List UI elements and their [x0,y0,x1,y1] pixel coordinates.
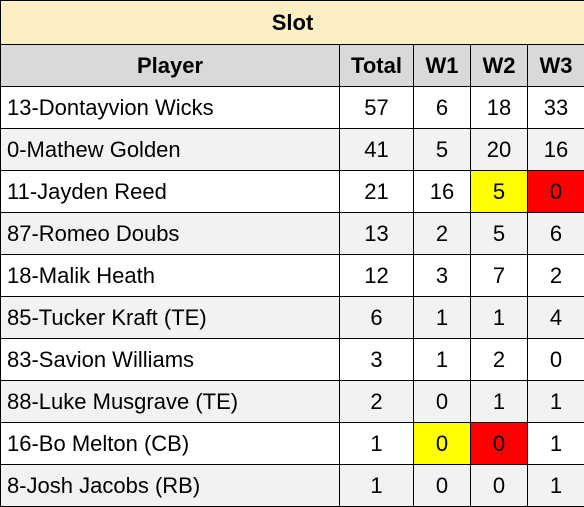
w3-cell: 1 [528,423,584,465]
w2-cell: 1 [471,297,528,339]
w2-cell: 20 [471,129,528,171]
w2-cell: 7 [471,255,528,297]
w1-cell: 1 [414,339,471,381]
w3-cell: 0 [528,339,584,381]
w1-cell: 3 [414,255,471,297]
total-cell: 2 [340,381,414,423]
table-row: 16-Bo Melton (CB) 1 0 0 1 [1,423,584,465]
player-cell: 85-Tucker Kraft (TE) [1,297,340,339]
w1-cell-highlighted-yellow: 0 [414,423,471,465]
total-cell: 12 [340,255,414,297]
w3-cell: 1 [528,381,584,423]
w1-cell: 5 [414,129,471,171]
player-cell: 18-Malik Heath [1,255,340,297]
player-cell: 13-Dontayvion Wicks [1,87,340,129]
w1-cell: 0 [414,381,471,423]
table-title: Slot [1,1,584,45]
header-row: Player Total W1 W2 W3 [1,45,584,87]
w1-cell: 2 [414,213,471,255]
w1-cell: 6 [414,87,471,129]
total-cell: 6 [340,297,414,339]
player-cell: 11-Jayden Reed [1,171,340,213]
table-row: 18-Malik Heath 12 3 7 2 [1,255,584,297]
column-header-w1: W1 [414,45,471,87]
title-row: Slot [1,1,584,45]
total-cell: 21 [340,171,414,213]
w3-cell: 6 [528,213,584,255]
w3-cell: 33 [528,87,584,129]
w1-cell: 0 [414,465,471,507]
w1-cell: 1 [414,297,471,339]
w3-cell: 2 [528,255,584,297]
table-row: 0-Mathew Golden 41 5 20 16 [1,129,584,171]
total-cell: 41 [340,129,414,171]
w3-cell: 1 [528,465,584,507]
w2-cell: 5 [471,213,528,255]
table-row: 13-Dontayvion Wicks 57 6 18 33 [1,87,584,129]
w2-cell: 0 [471,465,528,507]
w2-cell: 18 [471,87,528,129]
w2-cell-highlighted-yellow: 5 [471,171,528,213]
table-row: 87-Romeo Doubs 13 2 5 6 [1,213,584,255]
player-cell: 88-Luke Musgrave (TE) [1,381,340,423]
total-cell: 1 [340,423,414,465]
table-row: 83-Savion Williams 3 1 2 0 [1,339,584,381]
total-cell: 57 [340,87,414,129]
w2-cell-highlighted-red: 0 [471,423,528,465]
w2-cell: 1 [471,381,528,423]
column-header-player: Player [1,45,340,87]
w3-cell-highlighted-red: 0 [528,171,584,213]
player-cell: 87-Romeo Doubs [1,213,340,255]
player-cell: 83-Savion Williams [1,339,340,381]
table-row: 8-Josh Jacobs (RB) 1 0 0 1 [1,465,584,507]
player-cell: 0-Mathew Golden [1,129,340,171]
w3-cell: 16 [528,129,584,171]
column-header-w3: W3 [528,45,584,87]
w3-cell: 4 [528,297,584,339]
w2-cell: 2 [471,339,528,381]
w1-cell: 16 [414,171,471,213]
player-cell: 16-Bo Melton (CB) [1,423,340,465]
total-cell: 13 [340,213,414,255]
player-cell: 8-Josh Jacobs (RB) [1,465,340,507]
total-cell: 1 [340,465,414,507]
table-row: 85-Tucker Kraft (TE) 6 1 1 4 [1,297,584,339]
table-row: 88-Luke Musgrave (TE) 2 0 1 1 [1,381,584,423]
column-header-total: Total [340,45,414,87]
column-header-w2: W2 [471,45,528,87]
total-cell: 3 [340,339,414,381]
table-row: 11-Jayden Reed 21 16 5 0 [1,171,584,213]
